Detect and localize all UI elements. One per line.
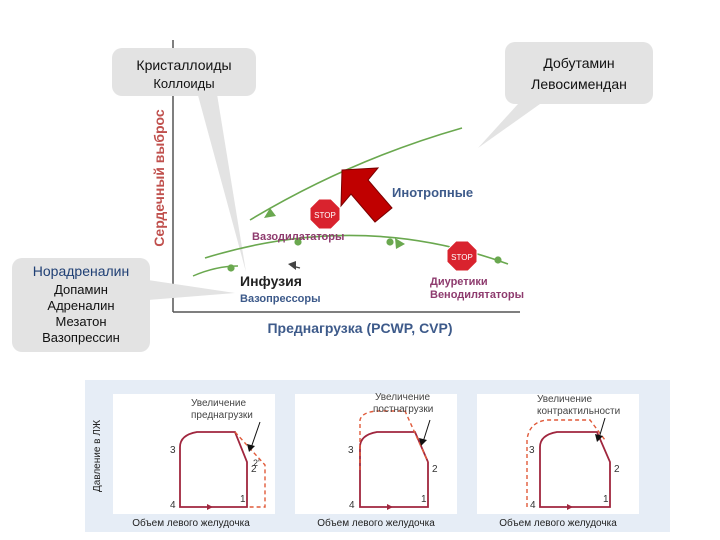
- svg-text:контрактильности: контрактильности: [537, 406, 620, 417]
- svg-text:2: 2: [614, 464, 620, 475]
- svg-text:Вазопрессин: Вазопрессин: [42, 330, 120, 345]
- label-venodilators: Венодилятаторы: [430, 289, 524, 301]
- label-inotropic: Инотропные: [392, 185, 473, 200]
- curve-direction-arrow: [395, 238, 405, 249]
- svg-text:Мезатон: Мезатон: [55, 314, 106, 329]
- starting-curve: [192, 265, 239, 277]
- infusion-arrowhead: [288, 261, 296, 270]
- svg-text:Коллоиды: Коллоиды: [153, 76, 214, 91]
- callout-noradrenaline: Норадреналин Допамин Адреналин Мезатон В…: [12, 258, 150, 352]
- svg-text:Левосимендан: Левосимендан: [531, 76, 627, 92]
- curve-point: [386, 238, 394, 246]
- stop-sign-vasodilators: STOP: [309, 198, 341, 230]
- svg-text:Добутамин: Добутамин: [543, 55, 614, 71]
- increased-loop: [359, 410, 429, 470]
- curve-point: [227, 264, 235, 272]
- curve-direction-arrow: [264, 208, 276, 218]
- svg-text:Увеличение: Увеличение: [537, 394, 593, 405]
- svg-text:Норадреналин: Норадреналин: [33, 263, 129, 279]
- stop-sign-diuretics: STOP: [446, 240, 478, 272]
- svg-text:2': 2': [253, 458, 260, 468]
- callout-right-tail: [478, 104, 540, 148]
- callout-dobutamine: Добутамин Левосимендан: [505, 42, 653, 104]
- loops-y-axis-label: Давление в ЛЖ: [92, 419, 103, 492]
- cardiac-output-diagram: Сердечный выброс Преднагрузка (PCWP, CVP…: [12, 40, 653, 352]
- svg-text:STOP: STOP: [451, 253, 473, 262]
- svg-text:2: 2: [432, 464, 438, 475]
- svg-text:4: 4: [530, 500, 536, 511]
- callout-bottom-tail: [148, 280, 235, 300]
- svg-text:1: 1: [240, 494, 246, 505]
- curve-point: [494, 256, 502, 264]
- inotropic-arrow: [340, 167, 393, 223]
- pressure-volume-loops: Давление в ЛЖ Увеличение преднагрузки 3 …: [85, 380, 670, 532]
- svg-text:1: 1: [603, 494, 609, 505]
- loop-panel-preload: Увеличение преднагрузки 3 2 2' 1 4 Объем…: [113, 394, 275, 529]
- svg-text:3: 3: [348, 445, 354, 456]
- baseline-loop: [179, 431, 248, 508]
- x-axis-label: Преднагрузка (PCWP, CVP): [267, 320, 452, 336]
- svg-text:Объем левого желудочка: Объем левого желудочка: [132, 517, 250, 529]
- svg-text:2: 2: [251, 464, 257, 475]
- callout-crystalloids: Кристаллоиды Коллоиды: [112, 48, 256, 96]
- svg-text:преднагрузки: преднагрузки: [191, 410, 253, 421]
- upper-cardiac-curve: [249, 127, 463, 221]
- svg-text:Объем левого желудочка: Объем левого желудочка: [499, 517, 617, 529]
- svg-text:4: 4: [170, 500, 176, 511]
- baseline-loop: [539, 431, 611, 508]
- svg-text:4: 4: [349, 500, 355, 511]
- svg-text:постнагрузки: постнагрузки: [373, 404, 433, 415]
- loop-panel-contractility: Увеличение контрактильности 3 2 1 4 Объе…: [477, 394, 639, 529]
- callout-left-tail: [196, 88, 246, 272]
- svg-text:1: 1: [421, 494, 427, 505]
- svg-text:Допамин: Допамин: [54, 282, 108, 297]
- label-infusion: Инфузия: [240, 273, 302, 289]
- y-axis-label: Сердечный выброс: [151, 109, 167, 247]
- increased-loop: [526, 419, 606, 507]
- label-vasopressors: Вазопрессоры: [240, 293, 321, 305]
- svg-text:3: 3: [170, 445, 176, 456]
- curve-point: [294, 238, 302, 246]
- label-diuretics: Диуретики: [430, 276, 488, 288]
- svg-text:Увеличение: Увеличение: [375, 392, 431, 403]
- label-vasodilators: Вазодилататоры: [252, 231, 344, 243]
- svg-text:3: 3: [529, 445, 535, 456]
- svg-text:Объем левого желудочка: Объем левого желудочка: [317, 517, 435, 529]
- svg-text:Увеличение: Увеличение: [191, 398, 247, 409]
- svg-text:Кристаллоиды: Кристаллоиды: [136, 57, 231, 73]
- loop-panel-afterload: Увеличение постнагрузки 3 2 1 4 Объем ле…: [295, 392, 457, 529]
- svg-text:STOP: STOP: [314, 211, 336, 220]
- svg-text:Адреналин: Адреналин: [47, 298, 114, 313]
